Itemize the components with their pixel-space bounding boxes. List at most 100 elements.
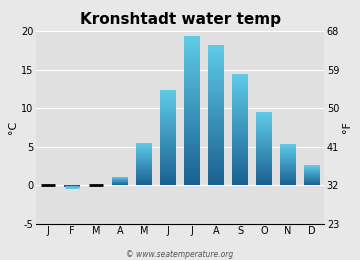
- Bar: [184, 106, 200, 108]
- Bar: [304, 169, 320, 170]
- Bar: [232, 109, 248, 111]
- Bar: [304, 179, 320, 180]
- Bar: [232, 120, 248, 122]
- Bar: [232, 105, 248, 107]
- Bar: [136, 164, 152, 165]
- Bar: [208, 125, 224, 127]
- Bar: [160, 139, 176, 141]
- Bar: [232, 176, 248, 178]
- Bar: [208, 57, 224, 59]
- Bar: [184, 81, 200, 83]
- Bar: [304, 180, 320, 181]
- Bar: [160, 104, 176, 106]
- Bar: [160, 177, 176, 179]
- Bar: [280, 155, 296, 156]
- Bar: [232, 111, 248, 113]
- Bar: [256, 144, 272, 145]
- Bar: [256, 183, 272, 184]
- Bar: [160, 96, 176, 98]
- Text: © www.seatemperature.org: © www.seatemperature.org: [126, 250, 234, 259]
- Bar: [256, 134, 272, 135]
- Bar: [208, 73, 224, 75]
- Bar: [232, 168, 248, 170]
- Bar: [208, 47, 224, 50]
- Bar: [256, 113, 272, 114]
- Bar: [304, 171, 320, 172]
- Bar: [232, 133, 248, 135]
- Bar: [232, 129, 248, 131]
- Bar: [208, 122, 224, 125]
- Bar: [184, 173, 200, 175]
- Bar: [232, 170, 248, 172]
- Bar: [184, 170, 200, 173]
- Bar: [160, 164, 176, 166]
- Bar: [208, 145, 224, 148]
- Bar: [184, 123, 200, 125]
- Bar: [232, 174, 248, 176]
- Bar: [208, 64, 224, 66]
- Bar: [232, 155, 248, 157]
- Bar: [304, 182, 320, 183]
- Bar: [232, 124, 248, 126]
- Bar: [184, 153, 200, 155]
- Bar: [184, 113, 200, 115]
- Bar: [184, 180, 200, 183]
- Bar: [256, 127, 272, 128]
- Bar: [184, 83, 200, 86]
- Bar: [232, 101, 248, 103]
- Bar: [256, 135, 272, 137]
- Bar: [280, 144, 296, 145]
- Bar: [232, 85, 248, 87]
- Bar: [232, 83, 248, 85]
- Bar: [160, 128, 176, 129]
- Bar: [208, 59, 224, 61]
- Bar: [232, 150, 248, 152]
- Bar: [256, 146, 272, 147]
- Bar: [184, 168, 200, 170]
- Bar: [280, 158, 296, 159]
- Bar: [160, 129, 176, 131]
- Bar: [208, 89, 224, 92]
- Bar: [160, 166, 176, 168]
- Bar: [160, 121, 176, 123]
- Bar: [160, 93, 176, 94]
- Bar: [256, 130, 272, 132]
- Bar: [160, 152, 176, 153]
- Bar: [160, 169, 176, 171]
- Bar: [280, 151, 296, 152]
- Bar: [184, 138, 200, 140]
- Bar: [256, 179, 272, 180]
- Bar: [160, 144, 176, 145]
- Bar: [160, 102, 176, 104]
- Bar: [280, 176, 296, 177]
- Bar: [280, 154, 296, 155]
- Bar: [256, 167, 272, 168]
- Bar: [256, 119, 272, 121]
- Bar: [184, 61, 200, 63]
- Bar: [184, 158, 200, 160]
- Bar: [232, 96, 248, 98]
- Bar: [184, 108, 200, 110]
- Bar: [280, 179, 296, 180]
- Bar: [160, 133, 176, 134]
- Bar: [160, 107, 176, 109]
- Bar: [232, 178, 248, 180]
- Bar: [280, 146, 296, 147]
- Bar: [280, 165, 296, 166]
- Bar: [304, 178, 320, 179]
- Bar: [184, 183, 200, 185]
- Bar: [256, 172, 272, 173]
- Bar: [280, 177, 296, 178]
- Bar: [256, 160, 272, 161]
- Bar: [184, 125, 200, 128]
- Bar: [136, 145, 152, 146]
- Bar: [304, 184, 320, 185]
- Bar: [256, 128, 272, 129]
- Bar: [184, 118, 200, 120]
- Bar: [232, 161, 248, 163]
- Bar: [136, 178, 152, 179]
- Bar: [160, 172, 176, 174]
- Bar: [160, 136, 176, 137]
- Bar: [160, 106, 176, 107]
- Bar: [232, 139, 248, 140]
